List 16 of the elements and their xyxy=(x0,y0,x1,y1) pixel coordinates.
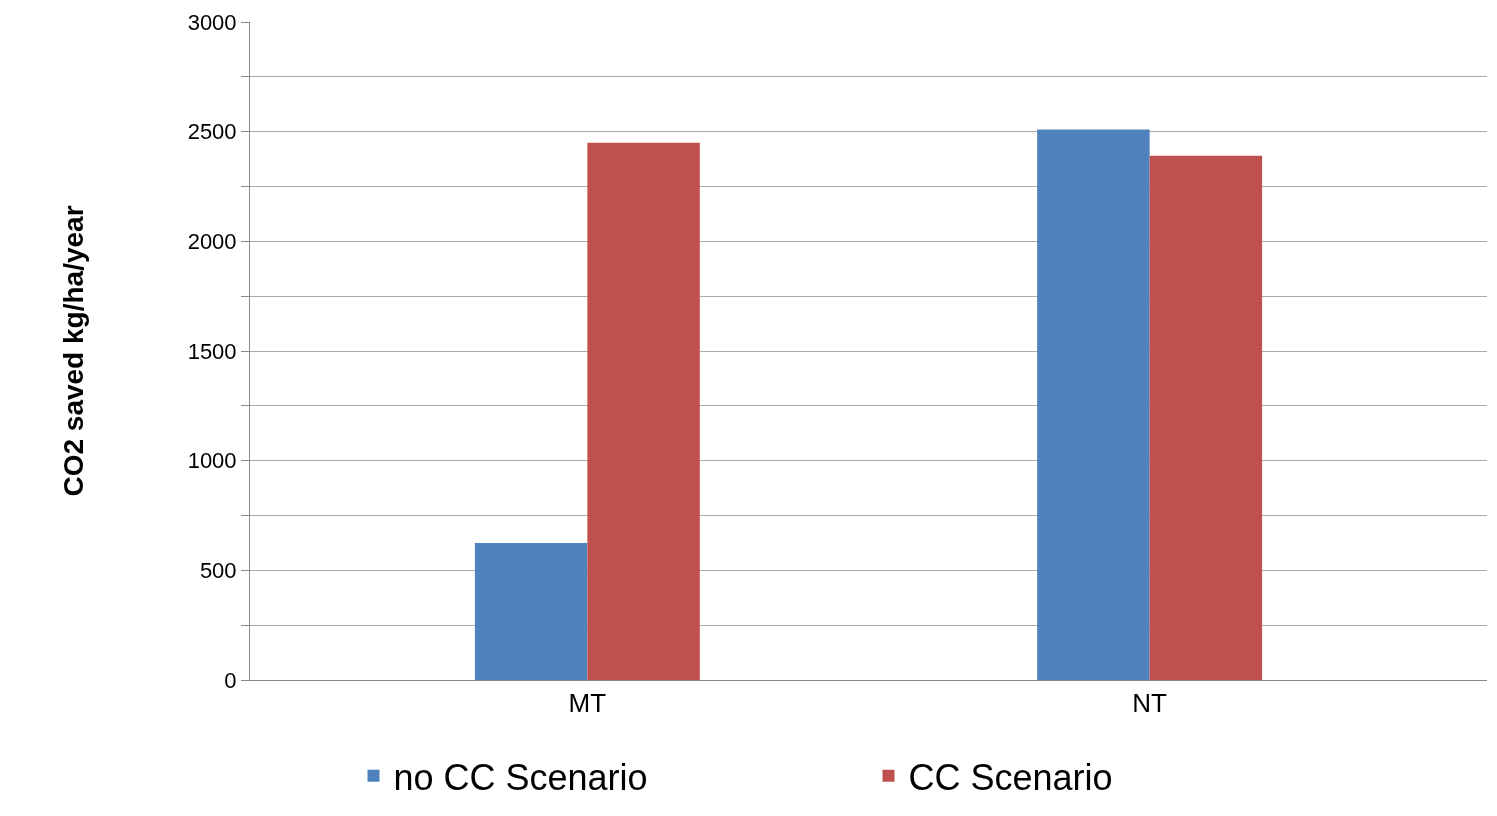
y-tick-label: 3000 xyxy=(187,9,237,35)
y-tick-label: 1000 xyxy=(187,448,237,474)
y-tick-label: 0 xyxy=(224,667,237,693)
y-tick-label: 2000 xyxy=(187,229,237,255)
bar xyxy=(1149,155,1263,680)
y-axis-title: CO2 saved kg/ha/year xyxy=(58,205,90,497)
bar xyxy=(474,542,588,680)
y-tick-label: 1500 xyxy=(187,338,237,364)
x-tick-label: NT xyxy=(1132,688,1168,719)
y-tick-label: 500 xyxy=(199,558,237,584)
x-tick-label: MT xyxy=(568,688,607,719)
bar xyxy=(1037,129,1150,680)
bar xyxy=(587,142,700,680)
legend-label: no CC Scenario xyxy=(393,756,648,798)
y-tick-label: 2500 xyxy=(187,119,237,145)
legend-label: CC Scenario xyxy=(908,756,1113,798)
